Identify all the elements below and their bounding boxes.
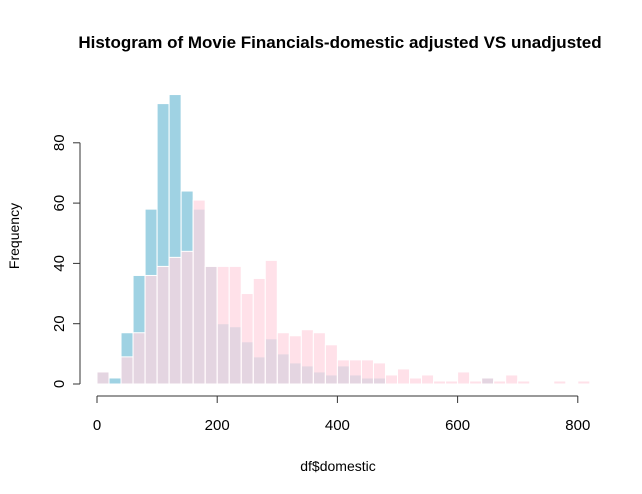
histogram-bar: [180, 250, 194, 385]
histogram-bar: [300, 329, 314, 385]
histogram-bar: [96, 371, 110, 385]
histogram-bar: [228, 265, 242, 385]
histogram-bar: [360, 359, 374, 385]
histogram-bar: [192, 199, 206, 385]
histogram-bar: [384, 374, 399, 385]
histogram-bars: [96, 94, 591, 385]
histogram-bar: [481, 377, 495, 385]
histogram-bar: [312, 332, 326, 385]
y-tick-label: 40: [51, 255, 68, 272]
histogram-bar: [240, 293, 254, 385]
histogram-bar: [276, 332, 290, 385]
histogram-bar: [204, 265, 218, 385]
histogram-bar: [108, 377, 122, 385]
histogram-bar: [264, 259, 278, 385]
histogram-bar: [132, 332, 146, 385]
histogram-bar: [517, 380, 531, 385]
x-axis-label: df$domestic: [300, 458, 375, 474]
y-tick-label: 20: [51, 315, 68, 332]
y-tick-label: 0: [51, 380, 68, 388]
axes: 0 200 400 600 800 0 20 40 60 80: [51, 134, 590, 434]
y-tick-label: 60: [51, 195, 68, 212]
histogram-bar: [397, 368, 411, 385]
series-pink-bars: [96, 199, 591, 385]
histogram-bar: [156, 265, 170, 385]
histogram-bar: [348, 359, 362, 385]
histogram-bar: [457, 371, 471, 385]
histogram-bar: [252, 277, 266, 385]
histogram-bar: [505, 374, 519, 385]
histogram-bar: [553, 380, 567, 385]
histogram-bar: [144, 274, 158, 385]
histogram-bar: [409, 377, 423, 385]
x-tick-label: 0: [93, 417, 101, 434]
histogram-bar: [288, 335, 302, 385]
histogram-bar: [469, 380, 483, 385]
histogram-bar: [168, 256, 182, 385]
histogram-bar: [445, 380, 459, 385]
x-tick-label: 600: [445, 417, 470, 434]
histogram-bar: [336, 359, 350, 385]
chart-title: Histogram of Movie Financials-domestic a…: [78, 33, 601, 52]
x-tick-label: 400: [325, 417, 350, 434]
histogram-bar: [577, 380, 591, 385]
x-tick-label: 200: [205, 417, 230, 434]
x-tick-label: 800: [565, 417, 590, 434]
histogram-bar: [493, 380, 507, 385]
y-axis-label: Frequency: [6, 203, 22, 269]
histogram-bar: [433, 380, 447, 385]
histogram-bar: [421, 374, 435, 385]
histogram-bar: [372, 362, 386, 385]
y-tick-label: 80: [51, 134, 68, 151]
histogram-bar: [324, 344, 338, 385]
histogram-bar: [120, 356, 134, 385]
histogram-bar: [216, 265, 230, 385]
